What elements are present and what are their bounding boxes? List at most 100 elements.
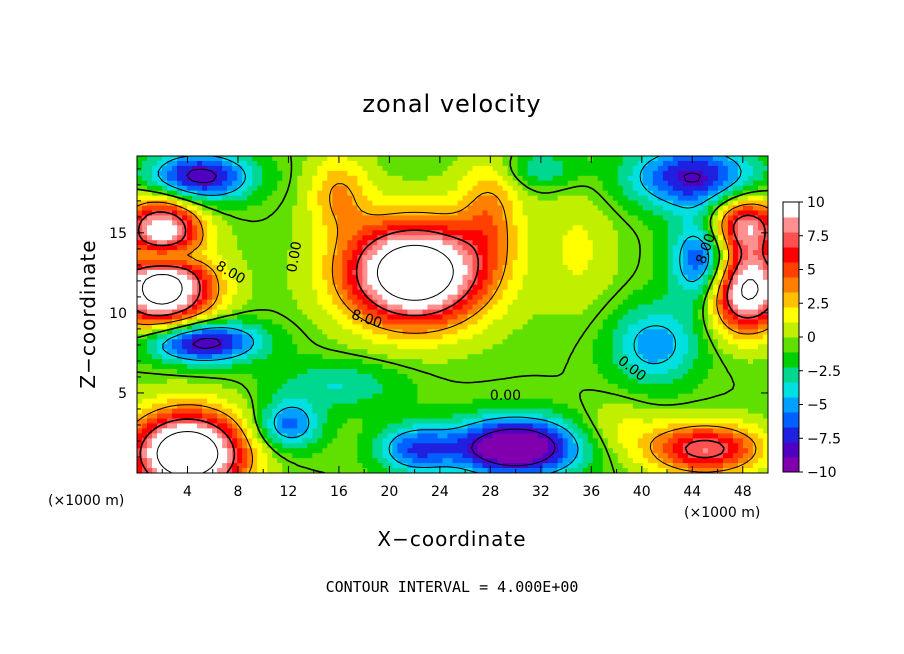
heatmap-cell <box>152 255 158 261</box>
heatmap-cell <box>282 250 288 256</box>
heatmap-cell <box>212 215 218 221</box>
heatmap-cell <box>517 255 524 261</box>
heatmap-cell <box>367 304 373 311</box>
heatmap-cell <box>287 160 293 167</box>
heatmap-cell <box>472 180 479 187</box>
heatmap-cell <box>267 294 273 301</box>
heatmap-cell <box>202 240 208 246</box>
heatmap-cell <box>207 220 213 226</box>
heatmap-cell <box>152 289 158 296</box>
heatmap-cell <box>587 225 594 231</box>
heatmap-cell <box>437 245 444 251</box>
heatmap-cell <box>592 190 599 197</box>
heatmap-cell <box>502 210 509 217</box>
heatmap-cell <box>662 220 669 226</box>
heatmap-cell <box>267 349 273 355</box>
heatmap-cell <box>507 225 514 231</box>
heatmap-cell <box>487 210 494 217</box>
heatmap-cell <box>137 255 143 261</box>
heatmap-cell <box>542 314 549 321</box>
heatmap-cell <box>757 304 764 311</box>
heatmap-cell <box>712 274 719 281</box>
heatmap-cell <box>417 269 424 276</box>
heatmap-cell <box>567 220 574 226</box>
heatmap-cell <box>712 170 719 177</box>
heatmap-cell <box>542 180 549 187</box>
heatmap-cell <box>687 279 694 286</box>
heatmap-cell <box>182 205 188 212</box>
heatmap-cell <box>257 200 263 207</box>
heatmap-cell <box>187 309 193 316</box>
heatmap-cell <box>322 225 328 231</box>
heatmap-cell <box>357 210 363 217</box>
heatmap-cell <box>457 220 464 226</box>
heatmap-cell <box>377 269 383 276</box>
heatmap-cell <box>652 329 659 335</box>
heatmap-cell <box>357 235 363 241</box>
heatmap-cell <box>352 294 358 301</box>
heatmap-cell <box>597 245 604 251</box>
heatmap-cell <box>707 165 714 172</box>
heatmap-cell <box>162 304 168 311</box>
heatmap-cell <box>562 190 569 197</box>
heatmap-cell <box>717 304 724 311</box>
heatmap-cell <box>337 230 343 236</box>
heatmap-cell <box>162 314 168 321</box>
heatmap-cell <box>437 309 444 316</box>
heatmap-cell <box>592 230 599 236</box>
heatmap-cell <box>602 269 609 276</box>
heatmap-cell <box>187 195 193 202</box>
heatmap-cell <box>492 314 499 321</box>
heatmap-cell <box>437 220 444 226</box>
heatmap-cell <box>242 269 248 276</box>
heatmap-cell <box>417 334 424 340</box>
heatmap-cell <box>562 245 569 251</box>
heatmap-cell <box>592 319 599 325</box>
heatmap-cell <box>142 240 148 246</box>
heatmap-cell <box>192 255 198 261</box>
heatmap-cell <box>647 344 654 350</box>
heatmap-cell <box>312 245 318 251</box>
heatmap-cell <box>142 279 148 286</box>
heatmap-cell <box>707 190 714 197</box>
heatmap-cell <box>707 309 714 316</box>
heatmap-cell <box>347 314 353 321</box>
heatmap-cell <box>477 344 484 350</box>
heatmap-cell <box>347 349 353 355</box>
heatmap-cell <box>717 195 724 202</box>
heatmap-cell <box>617 274 624 281</box>
heatmap-cell <box>177 240 183 246</box>
heatmap-cell <box>592 165 599 172</box>
heatmap-cell <box>457 334 464 340</box>
heatmap-cell <box>442 279 449 286</box>
heatmap-cell <box>202 324 208 330</box>
heatmap-cell <box>702 156 709 162</box>
heatmap-cell <box>642 200 649 207</box>
heatmap-cell <box>332 279 338 286</box>
heatmap-cell <box>577 220 584 226</box>
heatmap-cell <box>582 225 589 231</box>
heatmap-cell <box>472 309 479 316</box>
heatmap-cell <box>717 344 724 350</box>
heatmap-cell <box>547 156 554 162</box>
heatmap-cell <box>452 195 459 202</box>
heatmap-cell <box>557 309 564 316</box>
heatmap-cell <box>562 279 569 286</box>
heatmap-cell <box>617 294 624 301</box>
heatmap-cell <box>217 190 223 197</box>
heatmap-cell <box>382 284 388 291</box>
heatmap-cell <box>412 210 419 217</box>
heatmap-cell <box>652 195 659 202</box>
heatmap-cell <box>407 314 414 321</box>
heatmap-cell <box>262 200 268 207</box>
heatmap-cell <box>317 200 323 207</box>
heatmap-cell <box>697 250 704 256</box>
heatmap-cell <box>312 156 318 162</box>
heatmap-cell <box>642 160 649 167</box>
heatmap-cell <box>332 309 338 316</box>
heatmap-cell <box>597 334 604 340</box>
heatmap-cell <box>532 294 539 301</box>
heatmap-cell <box>692 165 699 172</box>
heatmap-cell <box>387 274 394 281</box>
heatmap-cell <box>712 304 719 311</box>
